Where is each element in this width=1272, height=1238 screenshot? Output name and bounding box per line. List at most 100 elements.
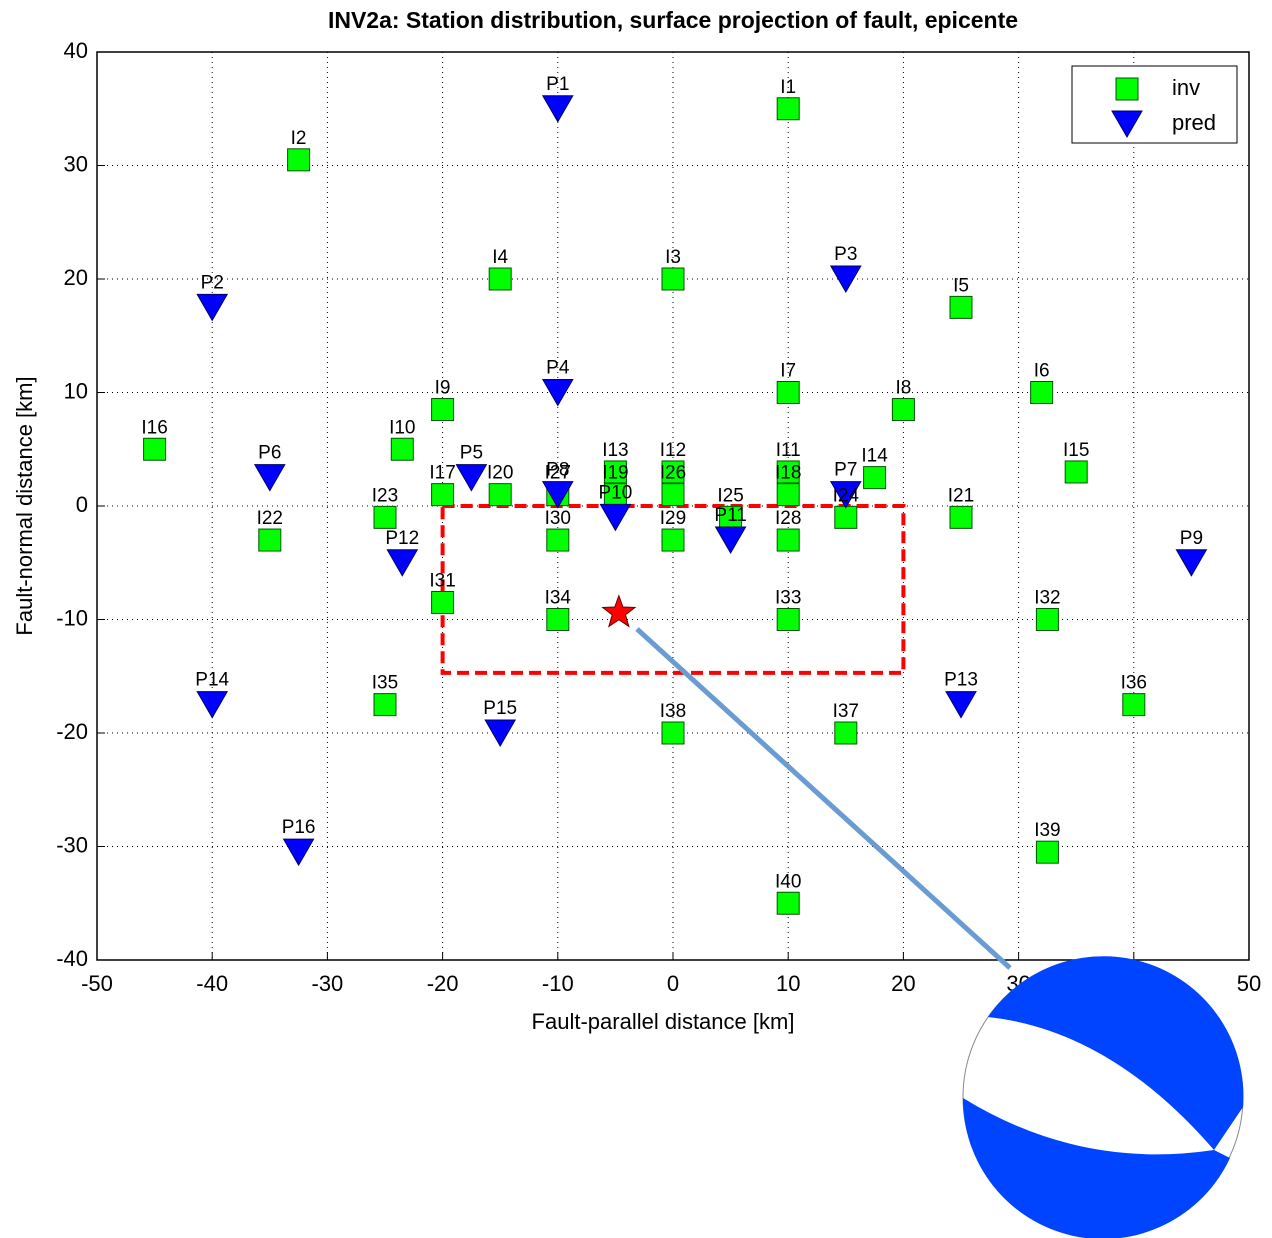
y-tick-label: -30 <box>56 832 88 857</box>
station-label: P2 <box>201 272 224 293</box>
station-label: I8 <box>895 378 911 399</box>
station-label: P8 <box>546 460 569 481</box>
y-tick-label: 20 <box>64 265 88 290</box>
station-marker <box>776 528 800 552</box>
station-label: I35 <box>372 673 398 694</box>
station-label: I31 <box>429 570 455 591</box>
x-tick-label: -40 <box>196 971 228 996</box>
y-tick-label: 10 <box>64 378 88 403</box>
station-marker <box>829 265 862 294</box>
station-label: I24 <box>833 485 860 506</box>
x-tick-label: 0 <box>667 971 679 996</box>
station-marker <box>373 693 397 717</box>
x-tick-label: 20 <box>891 971 915 996</box>
station-marker <box>776 381 800 404</box>
x-tick-label: 50 <box>1237 971 1261 996</box>
station-marker <box>253 464 286 492</box>
station-label: I29 <box>660 508 686 529</box>
station-label: I16 <box>141 417 167 438</box>
station-marker <box>488 483 512 507</box>
station-label: P1 <box>546 74 569 95</box>
station-label: P12 <box>385 528 419 549</box>
station-label: I38 <box>660 701 686 722</box>
station-marker <box>776 608 800 631</box>
station-label: I28 <box>775 508 801 529</box>
marks: I1 I2 I3 I4 I5 I6 I7 I8 I9 I10 I11 I12 I13 I14 I15 I16 I… <box>141 74 1208 915</box>
station-label: I17 <box>429 463 455 484</box>
x-axis-label: Fault-parallel distance [km] <box>532 1009 795 1034</box>
station-marker <box>714 526 747 555</box>
station-marker <box>829 481 862 509</box>
y-tick-label: 30 <box>64 151 88 176</box>
station-label: P15 <box>483 698 517 719</box>
station-label: I33 <box>775 588 801 609</box>
station-label: I9 <box>435 378 451 399</box>
fault-projection <box>440 504 906 675</box>
station-label: I37 <box>833 701 859 722</box>
station-marker <box>488 267 512 291</box>
station-label: I10 <box>389 417 415 438</box>
station-label: I30 <box>545 508 571 529</box>
x-tick-label: -50 <box>81 971 113 996</box>
station-label: I22 <box>257 508 283 529</box>
beachball-compression <box>988 956 1244 1150</box>
station-label: I18 <box>775 463 801 484</box>
station-marker <box>541 379 574 407</box>
station-label: P6 <box>258 443 281 464</box>
station-marker <box>431 590 455 614</box>
station-marker <box>1064 460 1088 484</box>
station-marker <box>834 721 858 745</box>
station-marker <box>546 528 570 552</box>
station-label: P13 <box>944 670 978 691</box>
station-marker <box>1030 381 1054 404</box>
station-marker <box>603 460 627 484</box>
station-marker <box>1035 840 1059 864</box>
station-label: I39 <box>1034 820 1060 841</box>
beachball <box>962 956 1244 1238</box>
station-marker <box>541 481 574 509</box>
station-label: I7 <box>780 361 796 382</box>
station-marker <box>431 483 455 507</box>
y-tick-label: 0 <box>76 492 88 517</box>
station-label: I4 <box>492 247 508 268</box>
y-axis-label: Fault-normal distance [km] <box>12 376 37 635</box>
station-label: P16 <box>282 817 316 838</box>
station-label: I32 <box>1034 588 1060 609</box>
station-marker <box>661 483 685 507</box>
y-tick-label: -20 <box>56 719 88 744</box>
station-marker <box>143 437 167 461</box>
station-marker <box>776 97 800 121</box>
station-marker <box>390 437 414 461</box>
station-marker <box>776 460 800 484</box>
station-marker <box>661 267 685 291</box>
station-marker <box>863 466 887 490</box>
station-marker <box>661 528 685 552</box>
station-marker <box>258 528 282 552</box>
legend-label: inv <box>1172 75 1200 100</box>
station-label: I27 <box>545 463 571 484</box>
station-label: I25 <box>717 485 743 506</box>
x-tick-label: 10 <box>776 971 800 996</box>
station-label: I15 <box>1063 440 1089 461</box>
station-label: P5 <box>460 443 483 464</box>
station-label: I6 <box>1034 361 1050 382</box>
station-label: I23 <box>372 485 398 506</box>
station-label: I11 <box>776 440 801 461</box>
station-marker <box>541 95 574 123</box>
station-marker <box>945 691 977 719</box>
station-label: I20 <box>487 463 513 484</box>
epicenter <box>601 594 637 628</box>
station-marker <box>776 483 800 507</box>
station-label: I40 <box>775 871 801 892</box>
station-marker <box>373 505 397 529</box>
station-marker <box>776 891 800 915</box>
x-tick-label: -20 <box>427 971 459 996</box>
station-marker <box>546 608 570 631</box>
station-label: I21 <box>948 485 974 506</box>
station-label: I13 <box>602 440 628 461</box>
y-tick-label: -40 <box>56 946 88 971</box>
legend-label: pred <box>1172 110 1216 135</box>
station-marker <box>661 721 685 745</box>
x-tick-label: -30 <box>312 971 344 996</box>
